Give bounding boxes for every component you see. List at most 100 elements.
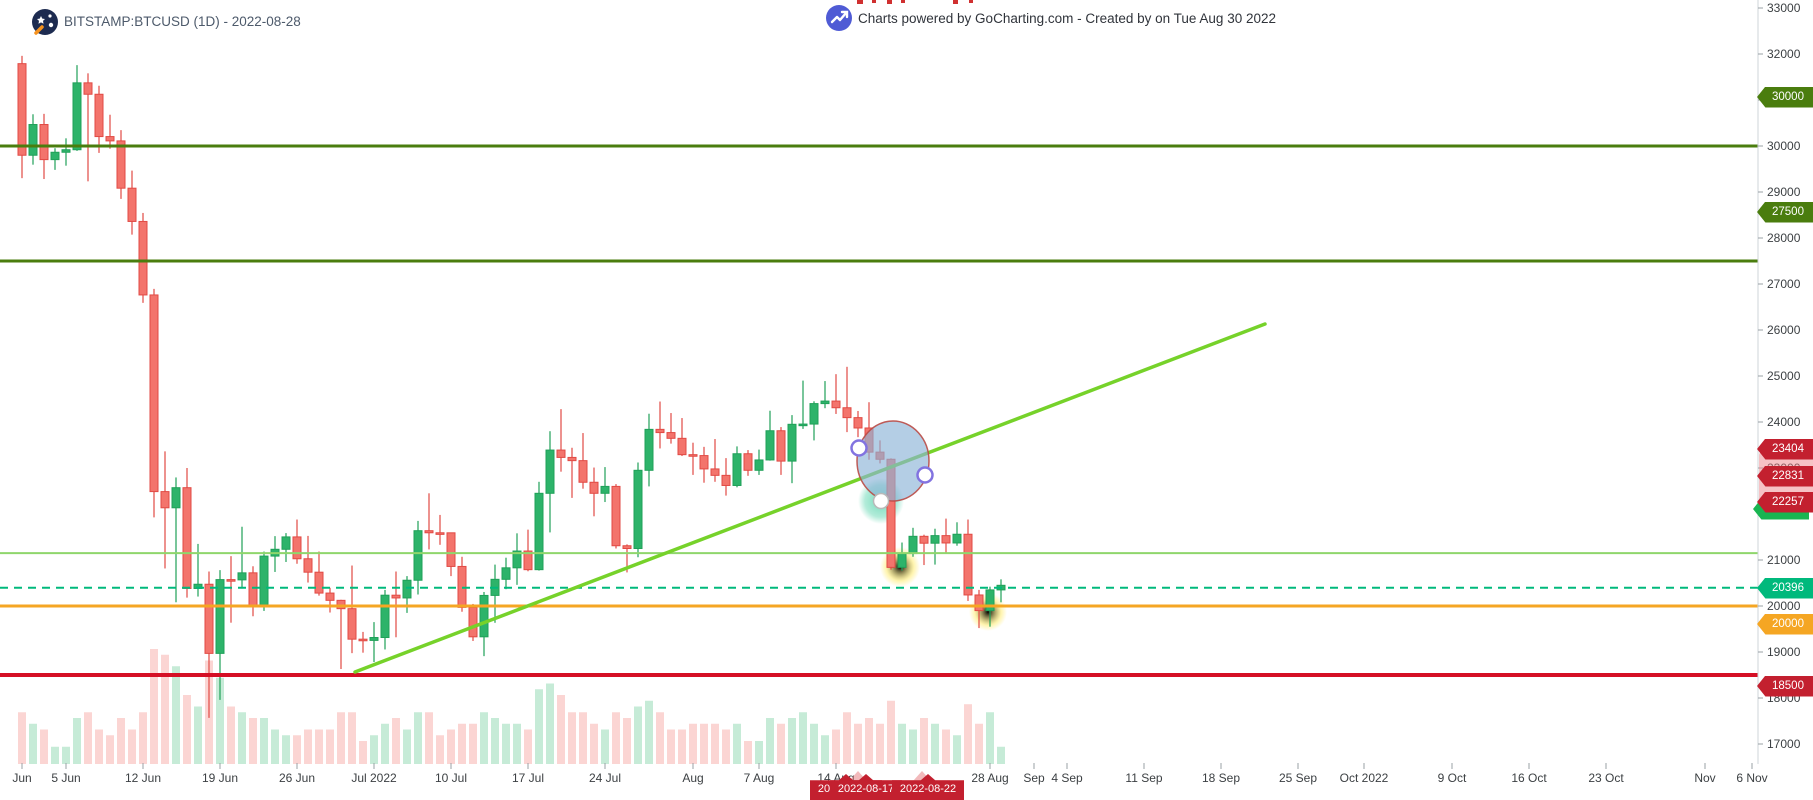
clipped-red-text-fragment (872, 0, 876, 3)
volume-bar (458, 723, 466, 764)
candle-body (842, 407, 852, 419)
volume-bar (480, 712, 488, 764)
gocharting-logo-icon[interactable] (824, 3, 858, 37)
candle-body (479, 594, 489, 638)
volume-bar (194, 706, 202, 764)
volume-bar (282, 735, 290, 764)
candle-body (28, 124, 38, 156)
volume-bars (18, 649, 1005, 764)
volume-bar (326, 729, 334, 764)
clipped-red-text-fragment (857, 0, 863, 4)
volume-bar (733, 723, 741, 764)
candle-body (941, 535, 951, 544)
volume-bar (601, 729, 609, 764)
volume-bar (40, 729, 48, 764)
powered-by-text: Charts powered by GoCharting.com - Creat… (858, 11, 1276, 26)
volume-bar (667, 729, 675, 764)
volume-bar (964, 704, 972, 764)
candle-body (17, 63, 27, 156)
clipped-red-text-fragment (969, 0, 973, 3)
candle-body (61, 149, 71, 153)
volume-bar (18, 712, 26, 764)
candle-body (171, 487, 181, 509)
volume-bar (799, 712, 807, 764)
ellipse-shape[interactable] (856, 420, 930, 502)
volume-bar (447, 729, 455, 764)
volume-bar (656, 712, 664, 764)
volume-bar (546, 683, 554, 764)
clipped-red-text-fragment (953, 0, 958, 4)
candle-body (424, 530, 434, 534)
volume-bar (700, 723, 708, 764)
candle-body (831, 400, 841, 409)
volume-bar (238, 712, 246, 764)
candle-body (919, 535, 929, 544)
candle-body (446, 532, 456, 567)
ellipse-handle[interactable] (850, 439, 868, 457)
volume-bar (469, 723, 477, 764)
volume-bar (975, 723, 983, 764)
volume-bar (766, 718, 774, 764)
volume-bar (139, 712, 147, 764)
volume-bar (854, 723, 862, 764)
candle-body (127, 187, 137, 222)
candle-body (644, 428, 654, 471)
candle-body (325, 592, 335, 601)
volume-bar (821, 735, 829, 764)
candle-body (963, 533, 973, 596)
ellipse-annotation[interactable] (850, 420, 934, 510)
volume-bar (392, 718, 400, 764)
volume-bar (370, 735, 378, 764)
candle-body (710, 468, 720, 476)
candle-body (556, 449, 566, 458)
candle-body (468, 606, 478, 638)
volume-bar (249, 718, 257, 764)
volume-bar (348, 712, 356, 764)
ellipse-handle[interactable] (872, 492, 890, 510)
volume-bar (227, 706, 235, 764)
volume-bar (216, 677, 224, 764)
volume-bar (29, 723, 37, 764)
volume-bar (678, 729, 686, 764)
candle-body (303, 558, 313, 573)
volume-bar (414, 712, 422, 764)
candle-body (622, 545, 632, 549)
volume-bar (106, 735, 114, 764)
volume-bar (183, 695, 191, 764)
candle-body (380, 594, 390, 639)
candle-body (39, 124, 49, 161)
candle-body (391, 594, 401, 599)
clipped-red-text-fragment (887, 0, 892, 4)
volume-bar (865, 718, 873, 764)
volume-bar (887, 700, 895, 764)
candle-body (204, 583, 214, 654)
candle-body (721, 474, 731, 486)
volume-bar (315, 729, 323, 764)
trend-line[interactable] (353, 322, 1267, 674)
volume-bar (62, 746, 70, 764)
horizontal-price-lines[interactable] (0, 144, 1758, 677)
candle-body (765, 430, 775, 461)
candle-body (182, 487, 192, 589)
candle-body (677, 437, 687, 456)
candle-body (611, 485, 621, 547)
candle-body (215, 579, 225, 654)
candle-body (72, 82, 82, 151)
candle-body (974, 594, 984, 612)
candle-body (633, 469, 643, 549)
candle-body (138, 220, 148, 296)
candle-body (292, 536, 302, 560)
ellipse-handle[interactable] (916, 466, 934, 484)
volume-bar (95, 729, 103, 764)
volume-bar (612, 712, 620, 764)
volume-bar (513, 723, 521, 764)
volume-bar (425, 712, 433, 764)
candle-body (578, 460, 588, 483)
candle-body (809, 403, 819, 425)
volume-bar (744, 741, 752, 764)
volume-bar (634, 706, 642, 764)
ascending-trend-line[interactable] (353, 322, 1267, 674)
candle-body (237, 572, 247, 581)
volume-bar (271, 729, 279, 764)
